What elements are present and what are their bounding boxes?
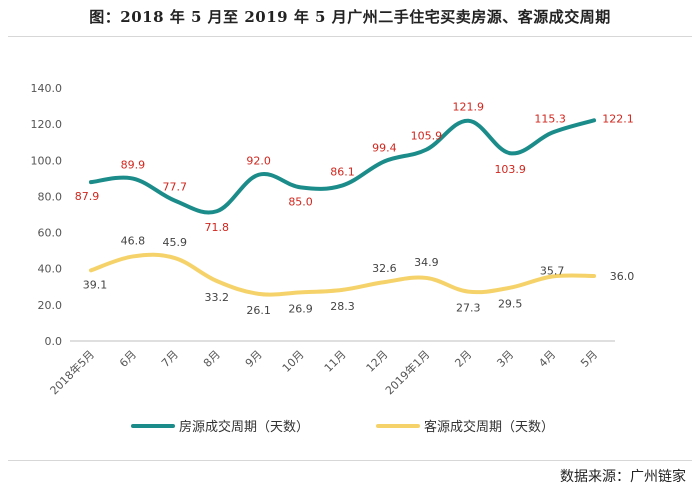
y-tick-label: 120.0 [31,118,63,131]
legend-label-1: 房源成交周期（天数） [179,419,309,435]
x-tick-label: 3月 [494,348,516,370]
x-tick-label: 8月 [201,348,223,370]
data-label: 28.3 [330,300,355,313]
data-label: 46.8 [121,234,146,247]
data-label: 26.1 [246,304,271,317]
series-line-1 [88,118,597,215]
data-label: 86.1 [330,165,355,178]
footer-divider [8,460,692,461]
legend-label-2: 客源成交周期（天数） [424,419,554,435]
data-label: 103.9 [494,163,526,176]
data-label: 122.1 [602,112,634,125]
x-tick-label: 4月 [536,348,558,370]
x-tick-label: 2月 [452,348,474,370]
data-source: 数据来源：广州链家 [560,469,686,485]
x-tick-label: 2018年5月 [47,347,97,397]
data-label: 99.4 [372,141,397,154]
data-label: 26.9 [288,302,313,315]
series-line-2 [88,252,597,297]
x-tick-label: 6月 [117,348,139,370]
data-label: 121.9 [453,101,485,114]
data-label: 34.9 [414,256,439,269]
y-tick-label: 60.0 [38,227,63,240]
data-label: 85.0 [288,195,313,208]
x-tick-label: 11月 [322,348,349,375]
data-label: 115.3 [534,113,566,126]
y-tick-label: 0.0 [45,335,63,348]
data-label: 71.8 [204,221,229,234]
y-tick-label: 40.0 [38,263,63,276]
x-tick-label: 12月 [364,348,391,375]
y-tick-label: 80.0 [38,190,63,203]
data-label: 36.0 [610,270,635,283]
y-tick-label: 140.0 [31,82,63,95]
data-label: 105.9 [411,130,443,143]
data-label: 32.6 [372,262,397,275]
data-label: 89.9 [121,159,146,172]
chart-title: 图：2018 年 5 月至 2019 年 5 月广州二手住宅买卖房源、客源成交周… [89,8,611,26]
data-label: 33.2 [204,291,229,304]
x-tick-label: 2019年1月 [382,347,432,397]
data-label: 77.7 [163,181,188,194]
data-label: 45.9 [163,236,188,249]
y-tick-label: 100.0 [31,154,63,167]
data-label: 39.1 [83,278,108,291]
x-tick-label: 9月 [243,348,265,370]
data-label: 35.7 [540,264,565,277]
data-label: 27.3 [456,302,481,315]
x-tick-label: 5月 [578,348,600,370]
title-divider [8,36,692,37]
y-tick-label: 20.0 [38,299,63,312]
data-label: 92.0 [246,155,271,168]
x-tick-label: 10月 [280,348,307,375]
x-tick-label: 7月 [159,348,181,370]
data-label: 29.5 [498,298,523,311]
data-label: 87.9 [75,190,100,203]
